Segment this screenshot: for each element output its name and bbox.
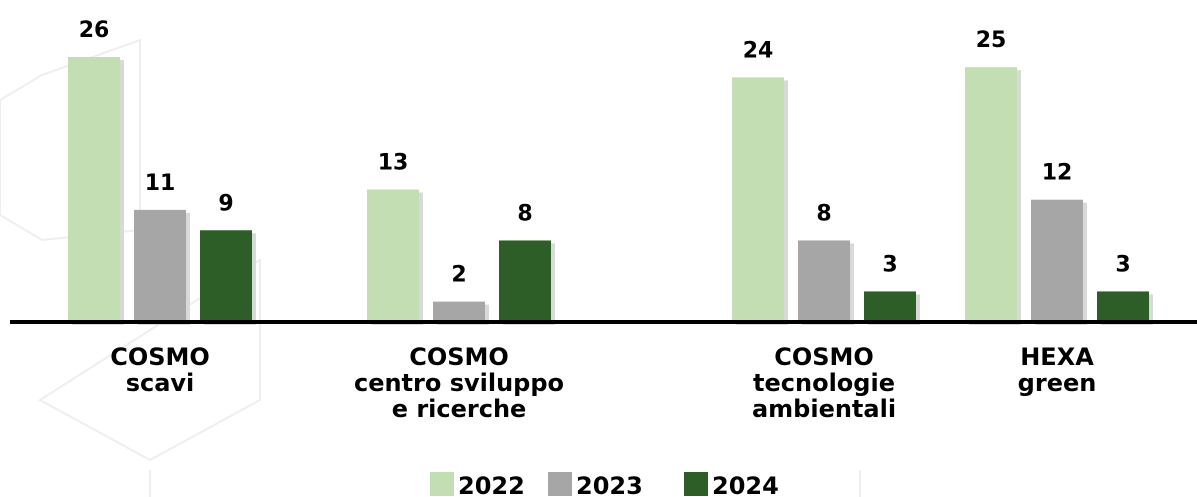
value-label: 3	[1115, 252, 1130, 277]
legend-swatch	[684, 472, 708, 496]
background-decoration	[0, 38, 861, 497]
bar	[433, 301, 485, 322]
value-label: 2	[451, 263, 466, 288]
legend-label: 2022	[458, 472, 525, 497]
value-label: 3	[882, 252, 897, 277]
value-label: 25	[976, 28, 1007, 53]
value-label: 11	[145, 171, 176, 196]
category-label: COSMO tecnologie ambientali	[751, 343, 897, 423]
legend-label: 2024	[712, 472, 779, 497]
bar	[200, 230, 252, 322]
bar	[134, 209, 186, 322]
legend-label: 2023	[576, 472, 643, 497]
value-label: 13	[378, 151, 409, 176]
bar	[864, 291, 916, 322]
bar	[1097, 291, 1149, 322]
bar	[499, 240, 551, 322]
legend-swatch	[548, 472, 572, 496]
value-label: 12	[1042, 161, 1073, 186]
category-label: COSMO scavi	[110, 343, 210, 397]
value-label: 24	[743, 38, 774, 63]
bar	[732, 77, 784, 322]
value-label: 8	[816, 201, 831, 226]
legend-swatch	[430, 472, 454, 496]
value-label: 9	[218, 191, 233, 216]
bar	[367, 189, 419, 322]
value-label: 8	[517, 201, 532, 226]
bar	[965, 67, 1017, 322]
bar	[798, 240, 850, 322]
category-label: COSMO centro sviluppo e ricerche	[353, 343, 565, 423]
bar	[1031, 199, 1083, 322]
bar	[68, 57, 120, 322]
value-label: 26	[79, 18, 110, 43]
category-label: HEXA green	[1017, 343, 1097, 397]
